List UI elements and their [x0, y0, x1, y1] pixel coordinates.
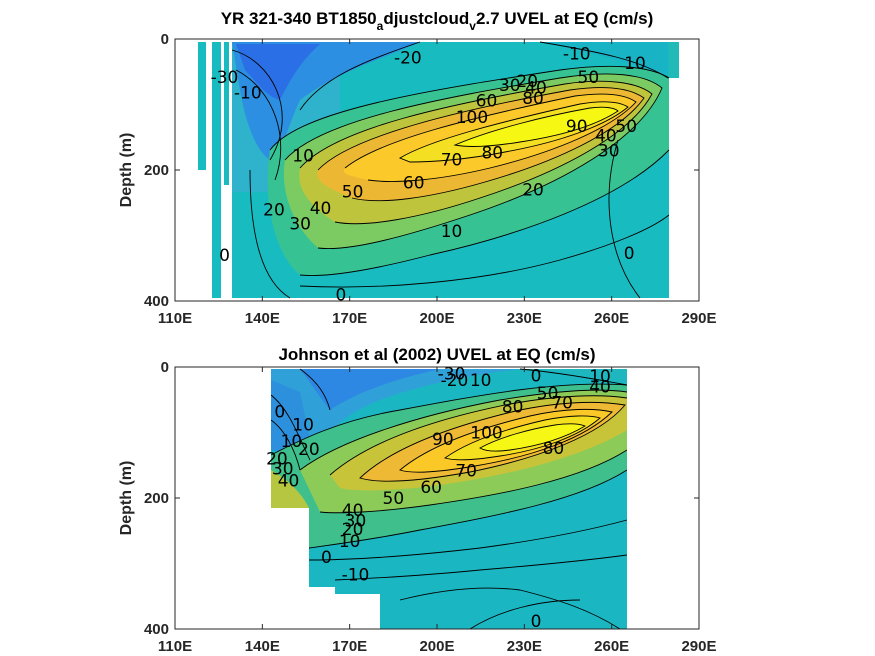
contour-label: 70 — [551, 393, 573, 413]
y-tick-label: 0 — [161, 359, 169, 376]
contour-label: 30 — [272, 460, 294, 480]
contour-label: 0 — [624, 244, 635, 264]
chart-panel-2: Johnson et al (2002) UVEL at EQ (cm/s) — [118, 345, 717, 655]
x-tick-label: 170E — [332, 310, 367, 327]
contour-label: 10 — [589, 367, 611, 387]
chart-1-field — [175, 39, 699, 301]
contour-label: 10 — [281, 432, 303, 452]
x-tick-label: 260E — [594, 638, 629, 655]
contour-label: 20 — [522, 181, 544, 201]
contour-label: -10 — [234, 84, 262, 104]
contour-lines-1 — [231, 41, 670, 299]
contour-label: 50 — [383, 489, 405, 509]
contour-label: 80 — [543, 439, 565, 459]
contour-label: -20 — [441, 371, 469, 391]
chart-2-title: Johnson et al (2002) UVEL at EQ (cm/s) — [278, 345, 595, 364]
contour-label: -20 — [394, 48, 422, 68]
chart-2-field — [175, 367, 699, 629]
contour-label: 50 — [342, 183, 364, 203]
contour-label: 20 — [263, 200, 285, 220]
contour-label: 0 — [274, 403, 285, 423]
x-tick-label: 230E — [507, 310, 542, 327]
contour-label: -10 — [563, 44, 591, 64]
contour-label: 60 — [420, 478, 442, 498]
contour-label: 30 — [345, 511, 367, 531]
x-tick-label: 140E — [245, 310, 280, 327]
contour-label: 30 — [289, 215, 311, 235]
contour-label: 80 — [481, 143, 503, 163]
contour-label: 40 — [278, 471, 300, 491]
contour-label: 60 — [476, 92, 498, 112]
contour-label: 10 — [470, 371, 492, 391]
contour-label: 100 — [470, 424, 502, 444]
x-tick-label: 200E — [419, 310, 454, 327]
contour-label: 80 — [502, 397, 524, 417]
x-tick-label: 230E — [507, 638, 542, 655]
contour-label: 30 — [499, 76, 521, 96]
contour-label: 90 — [432, 430, 454, 450]
contour-label: 10 — [292, 416, 314, 436]
y-tick-label: 400 — [144, 293, 169, 310]
y-tick-label: 0 — [161, 31, 169, 48]
chart-1-ylabel: Depth (m) — [118, 133, 135, 208]
contour-label: 90 — [566, 117, 588, 137]
contour-label: 20 — [516, 72, 538, 92]
contour-label: 50 — [615, 117, 637, 137]
contour-label: 20 — [342, 520, 364, 540]
y-tick-label: 200 — [144, 162, 169, 179]
contour-label: 0 — [531, 367, 542, 387]
contour-label: 0 — [531, 612, 542, 632]
contour-label: 80 — [522, 89, 544, 109]
contour-label: 0 — [219, 246, 230, 266]
contour-label: 60 — [403, 173, 425, 193]
y-tick-label: 200 — [144, 490, 169, 507]
chart-2-ylabel: Depth (m) — [118, 461, 135, 536]
chart-1-title: YR 321-340 BT1850adjustcloudv2.7 UVEL at… — [221, 9, 654, 33]
x-tick-label: 200E — [419, 638, 454, 655]
contour-label: 0 — [321, 548, 332, 568]
chart-1-x-ticks: 110E 140E 170E 200E 230E 260E 290E — [158, 39, 717, 327]
contour-label: 70 — [455, 461, 477, 481]
contour-label: 30 — [598, 141, 620, 161]
contour-label: 20 — [298, 440, 320, 460]
contour-label: 40 — [525, 78, 547, 98]
contour-label: 40 — [310, 199, 332, 219]
contour-label: 40 — [589, 378, 611, 398]
contour-label: 70 — [441, 151, 463, 171]
x-tick-label: 260E — [594, 310, 629, 327]
y-tick-label: 400 — [144, 621, 169, 638]
contour-lines-2 — [270, 368, 628, 629]
x-tick-label: 170E — [332, 638, 367, 655]
contour-label: 20 — [266, 450, 288, 470]
x-tick-label: 110E — [158, 638, 192, 655]
chart-2-x-ticks: 110E 140E 170E 200E 230E 260E 290E — [158, 367, 717, 655]
contour-label: 10 — [292, 147, 314, 167]
contour-label: 10 — [624, 54, 646, 74]
contour-label: 50 — [578, 68, 600, 88]
contour-label: 40 — [342, 501, 364, 521]
contour-label: 100 — [456, 108, 488, 128]
contour-label: 40 — [595, 126, 617, 146]
contour-label: -30 — [211, 68, 239, 88]
contour-label: 50 — [537, 384, 559, 404]
contour-label: 0 — [336, 285, 347, 305]
x-tick-label: 290E — [681, 310, 716, 327]
x-tick-label: 110E — [158, 310, 192, 327]
contour-label: 10 — [441, 222, 463, 242]
contour-label: 10 — [339, 532, 361, 552]
chart-panel-1: YR 321-340 BT1850adjustcloudv2.7 UVEL at… — [118, 9, 717, 327]
x-tick-label: 290E — [681, 638, 716, 655]
contour-label: -30 — [438, 365, 466, 385]
x-tick-label: 140E — [245, 638, 280, 655]
contour-label: -10 — [342, 566, 370, 586]
